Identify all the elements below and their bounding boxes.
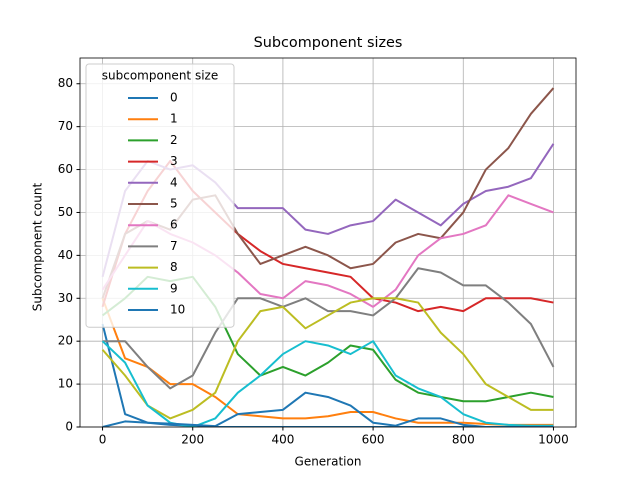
legend-label: 8 xyxy=(170,260,178,274)
legend: subcomponent size 0 1 2 3 4 5 6 7 8 9 10 xyxy=(85,63,235,328)
x-tick-label: 600 xyxy=(362,433,385,447)
y-tick-label: 20 xyxy=(58,334,73,348)
legend-box xyxy=(85,63,235,328)
series-line xyxy=(101,297,554,420)
y-tick-label: 80 xyxy=(58,76,73,90)
series-line xyxy=(102,267,555,390)
y-tick-label: 60 xyxy=(58,162,73,176)
y-tick-label: 40 xyxy=(58,248,73,262)
legend-label: 10 xyxy=(170,303,185,317)
legend-label: 7 xyxy=(170,239,178,253)
y-tick-label: 50 xyxy=(58,205,73,219)
legend-label: 4 xyxy=(170,175,178,189)
legend-title: subcomponent size xyxy=(102,69,218,83)
legend-label: 6 xyxy=(170,218,178,232)
legend-label: 5 xyxy=(170,197,178,211)
x-axis-label: Generation xyxy=(295,455,362,469)
legend-label: 2 xyxy=(170,133,178,147)
legend-label: 1 xyxy=(170,112,178,126)
legend-label: 3 xyxy=(170,154,178,168)
legend-label: 9 xyxy=(170,281,178,295)
y-axis-label: Subcomponent count xyxy=(31,183,45,312)
plot-frame xyxy=(79,57,577,428)
x-tick-label: 1000 xyxy=(538,433,569,447)
y-tick-label: 70 xyxy=(58,119,73,133)
legend-label: 0 xyxy=(170,91,178,105)
x-tick-label: 400 xyxy=(271,433,294,447)
y-tick-label: 0 xyxy=(65,420,73,434)
y-tick-label: 30 xyxy=(58,291,73,305)
y-tick-label: 10 xyxy=(58,377,73,391)
x-tick-label: 200 xyxy=(181,433,204,447)
series-line xyxy=(102,391,554,427)
chart-title: Subcomponent sizes xyxy=(254,35,403,51)
x-tick-label: 0 xyxy=(99,433,107,447)
x-tick-label: 800 xyxy=(452,433,475,447)
